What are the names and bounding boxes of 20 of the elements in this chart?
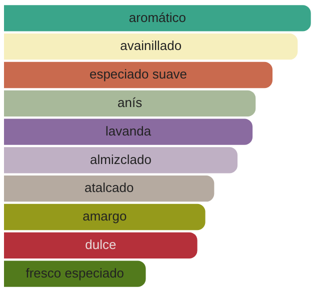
y-tick-label: dulce — [85, 236, 116, 252]
bar — [4, 118, 253, 145]
bar — [4, 5, 311, 32]
y-tick-label: anís — [118, 94, 143, 110]
bar — [4, 260, 146, 287]
y-tick-label: fresco especiado — [26, 265, 124, 280]
y-tick-label: almizclado — [90, 152, 152, 167]
bar — [4, 232, 198, 258]
bar — [4, 147, 238, 174]
y-tick-label: aromático — [128, 10, 186, 25]
y-tick-label: especiado suave — [89, 66, 188, 82]
bar — [4, 204, 206, 230]
y-tick-label: lavanda — [106, 123, 152, 138]
y-tick-label: avainillado — [120, 38, 182, 54]
bar — [4, 90, 256, 116]
bar — [4, 34, 298, 60]
y-tick-label: atalcado — [84, 180, 134, 196]
bar — [4, 62, 273, 88]
y-tick-label: amargo — [82, 208, 127, 224]
bar — [4, 176, 214, 202]
